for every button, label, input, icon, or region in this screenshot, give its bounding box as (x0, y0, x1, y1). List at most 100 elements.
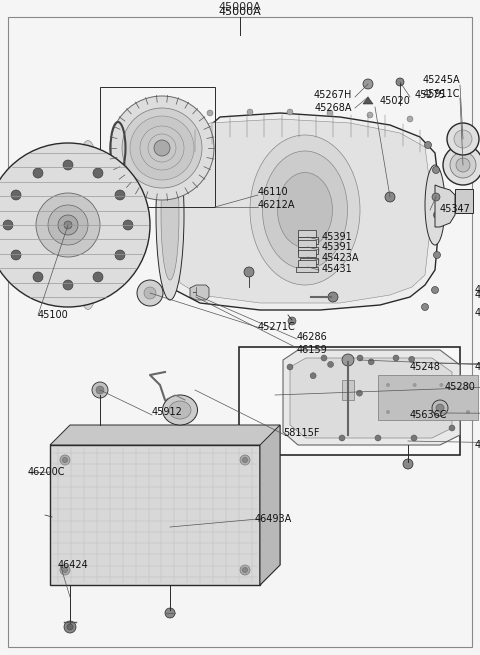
Polygon shape (435, 185, 455, 227)
Text: 45000A: 45000A (218, 7, 262, 17)
Text: 46286: 46286 (297, 332, 328, 342)
Circle shape (393, 355, 399, 361)
Text: 45431: 45431 (322, 264, 353, 274)
Circle shape (240, 565, 250, 575)
Bar (378, 375, 478, 420)
Circle shape (115, 250, 125, 260)
Text: 46212A: 46212A (258, 200, 296, 210)
Circle shape (321, 355, 327, 361)
Polygon shape (260, 425, 280, 585)
Circle shape (244, 267, 254, 277)
Circle shape (466, 410, 470, 414)
Ellipse shape (156, 130, 184, 300)
Bar (298, 240, 316, 247)
Text: 45964: 45964 (475, 308, 480, 318)
Text: 45280: 45280 (444, 382, 475, 392)
Bar (298, 230, 316, 237)
Ellipse shape (161, 150, 179, 280)
Circle shape (67, 624, 73, 630)
Circle shape (122, 108, 202, 188)
Circle shape (450, 152, 476, 178)
Circle shape (439, 410, 444, 414)
Circle shape (287, 364, 293, 370)
Circle shape (92, 382, 108, 398)
Circle shape (3, 220, 13, 230)
Circle shape (368, 359, 374, 365)
Text: 45911C: 45911C (422, 89, 460, 99)
Text: 45423A: 45423A (322, 253, 360, 263)
Circle shape (154, 140, 170, 156)
Circle shape (328, 292, 338, 302)
Circle shape (60, 455, 70, 465)
Polygon shape (363, 97, 373, 104)
Bar (298, 250, 316, 257)
Circle shape (93, 272, 103, 282)
Ellipse shape (263, 151, 348, 269)
Text: 45221C: 45221C (475, 285, 480, 295)
Text: 45100: 45100 (38, 310, 69, 320)
Circle shape (33, 272, 43, 282)
Circle shape (96, 386, 104, 394)
Circle shape (432, 166, 440, 174)
Circle shape (433, 212, 441, 219)
Circle shape (63, 160, 73, 170)
Circle shape (62, 567, 68, 572)
Polygon shape (165, 113, 440, 310)
Circle shape (342, 354, 354, 366)
Circle shape (63, 280, 73, 290)
Circle shape (242, 567, 248, 572)
Circle shape (310, 373, 316, 379)
Text: 45245A: 45245A (422, 75, 460, 85)
Circle shape (327, 110, 333, 116)
Bar (298, 237, 318, 244)
Circle shape (11, 190, 21, 200)
Text: 46424: 46424 (58, 560, 89, 570)
Circle shape (357, 355, 363, 361)
Circle shape (36, 193, 100, 257)
Circle shape (144, 287, 156, 299)
Text: 45912: 45912 (152, 407, 183, 417)
Circle shape (433, 252, 441, 259)
Bar (298, 247, 318, 254)
Circle shape (375, 435, 381, 441)
Circle shape (403, 459, 413, 469)
Bar (300, 258, 318, 264)
Circle shape (413, 410, 417, 414)
Text: 46493A: 46493A (255, 514, 292, 524)
Circle shape (386, 383, 390, 387)
Text: 45000A: 45000A (218, 2, 262, 12)
Circle shape (421, 303, 429, 310)
Circle shape (327, 362, 334, 367)
Polygon shape (175, 119, 432, 303)
Circle shape (165, 608, 175, 618)
Text: 58115F: 58115F (283, 428, 320, 438)
Circle shape (240, 455, 250, 465)
Circle shape (456, 158, 470, 172)
Bar (298, 260, 316, 267)
Circle shape (396, 78, 404, 86)
Circle shape (432, 193, 440, 201)
Circle shape (403, 407, 408, 413)
Circle shape (48, 205, 88, 245)
Text: 45347: 45347 (440, 204, 471, 214)
Polygon shape (50, 425, 280, 585)
Text: 45275: 45275 (415, 90, 446, 100)
Circle shape (411, 435, 417, 441)
Circle shape (436, 404, 444, 412)
Ellipse shape (163, 395, 197, 425)
Circle shape (443, 145, 480, 185)
Circle shape (413, 383, 417, 387)
Text: 45391: 45391 (322, 242, 353, 252)
Bar (455, 189, 473, 213)
Circle shape (123, 220, 133, 230)
Circle shape (110, 96, 214, 200)
Circle shape (466, 383, 470, 387)
Polygon shape (283, 350, 460, 445)
Ellipse shape (250, 135, 360, 285)
Text: 45267H: 45267H (313, 90, 352, 100)
Circle shape (432, 286, 439, 293)
Text: 45268A: 45268A (314, 103, 352, 113)
Ellipse shape (73, 141, 103, 310)
Polygon shape (190, 285, 209, 300)
Circle shape (454, 130, 472, 148)
